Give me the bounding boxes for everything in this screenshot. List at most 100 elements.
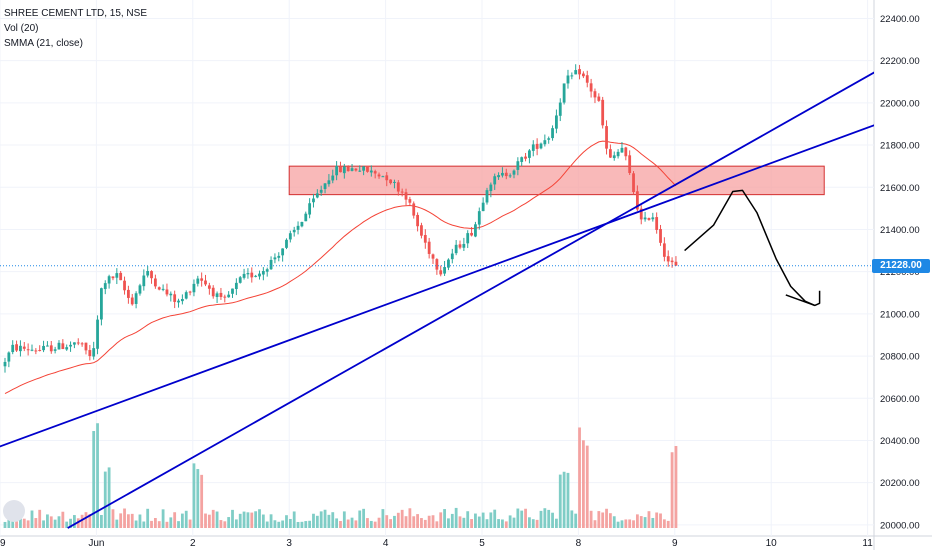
- candle-body: [497, 175, 500, 178]
- candle-body: [38, 349, 42, 351]
- candle-body: [169, 293, 173, 296]
- volume-bar: [123, 508, 126, 528]
- candle-body: [57, 342, 61, 350]
- candle-body: [431, 254, 435, 259]
- candle-body: [608, 149, 612, 158]
- candle-body: [373, 171, 377, 174]
- candle-body: [100, 288, 103, 320]
- volume-bar: [138, 514, 142, 528]
- volume-bar: [346, 519, 350, 528]
- volume-bar: [177, 521, 180, 528]
- candle-body: [385, 175, 389, 181]
- candle-body: [342, 166, 346, 174]
- volume-bar: [362, 508, 366, 528]
- volume-bar: [551, 512, 554, 528]
- candle-body: [49, 345, 53, 352]
- volume-bar: [250, 512, 254, 528]
- volume-bar: [555, 518, 558, 528]
- volume-bar: [350, 517, 354, 528]
- volume-bar: [269, 514, 273, 528]
- candle-body: [242, 273, 246, 278]
- candle-body: [670, 260, 674, 263]
- volume-bar: [612, 516, 616, 528]
- candle-body: [535, 143, 539, 149]
- candle-body: [258, 273, 261, 277]
- candle-body: [103, 283, 107, 290]
- candle-body: [11, 344, 15, 353]
- y-tick-label: 20800.00: [880, 352, 920, 363]
- candle-body: [42, 345, 45, 351]
- candle-body: [123, 280, 126, 291]
- candle-body: [7, 352, 11, 362]
- candle-body: [250, 272, 254, 278]
- volume-bar: [231, 509, 234, 528]
- candle-body: [458, 244, 462, 248]
- candle-body: [273, 257, 277, 260]
- volume-bar: [184, 510, 188, 528]
- candle-body: [265, 269, 269, 272]
- candle-body: [528, 150, 531, 158]
- candle-body: [115, 273, 119, 278]
- candle-body: [470, 232, 473, 236]
- candle-body: [412, 203, 416, 216]
- candle-body: [358, 170, 362, 172]
- candle-body: [30, 349, 34, 351]
- y-tick-label: 22200.00: [880, 56, 920, 67]
- candle-body: [369, 170, 373, 173]
- y-tick-label: 22000.00: [880, 98, 920, 109]
- volume-bar: [447, 518, 450, 528]
- candle-body: [524, 156, 527, 159]
- volume-bar: [520, 510, 524, 528]
- candle-body: [605, 126, 608, 149]
- candle-body: [231, 288, 234, 294]
- volume-bar: [643, 517, 647, 528]
- volume-bar: [493, 509, 497, 528]
- volume-bar: [242, 511, 246, 528]
- volume-bar: [662, 519, 666, 528]
- legend-symbol: SHREE CEMENT LTD, 15, NSE: [4, 8, 147, 19]
- candle-body: [662, 243, 666, 257]
- candle-body: [227, 294, 231, 298]
- candle-body: [562, 83, 566, 103]
- volume-bar: [462, 517, 466, 528]
- x-tick-label: 4: [383, 538, 389, 549]
- smma-line: [4, 140, 677, 395]
- candle-body: [427, 241, 431, 254]
- candle-body: [126, 289, 130, 298]
- candle-body: [643, 217, 647, 220]
- candle-body: [134, 293, 138, 304]
- volume-bar: [3, 521, 7, 528]
- candle-body: [501, 172, 504, 176]
- candle-body: [439, 270, 443, 275]
- candle-body: [420, 225, 423, 236]
- candle-body: [331, 175, 335, 181]
- candle-body: [547, 138, 551, 140]
- tradingview-logo-icon: [3, 500, 25, 522]
- volume-bar: [246, 512, 250, 528]
- volume-bar: [323, 509, 327, 528]
- candle-body: [188, 291, 192, 293]
- volume-bar: [107, 467, 111, 528]
- candle-body: [435, 259, 439, 270]
- volume-bar: [296, 521, 300, 528]
- volume-bar: [485, 519, 489, 528]
- volume-bar: [273, 520, 277, 528]
- candle-body: [462, 243, 466, 248]
- candle-body: [508, 175, 512, 177]
- candle-body: [300, 221, 304, 227]
- candle-body: [601, 99, 605, 126]
- volume-bar: [207, 514, 211, 528]
- candle-body: [223, 296, 227, 298]
- candle-body: [288, 233, 292, 240]
- candle-body: [582, 73, 585, 77]
- volume-bar: [427, 515, 431, 528]
- candle-body: [26, 349, 30, 351]
- candle-body: [107, 276, 111, 284]
- volume-bar: [404, 516, 408, 528]
- candle-body: [666, 256, 670, 262]
- candle-body: [555, 115, 558, 129]
- volume-bar: [188, 519, 192, 528]
- candle-body: [308, 203, 312, 215]
